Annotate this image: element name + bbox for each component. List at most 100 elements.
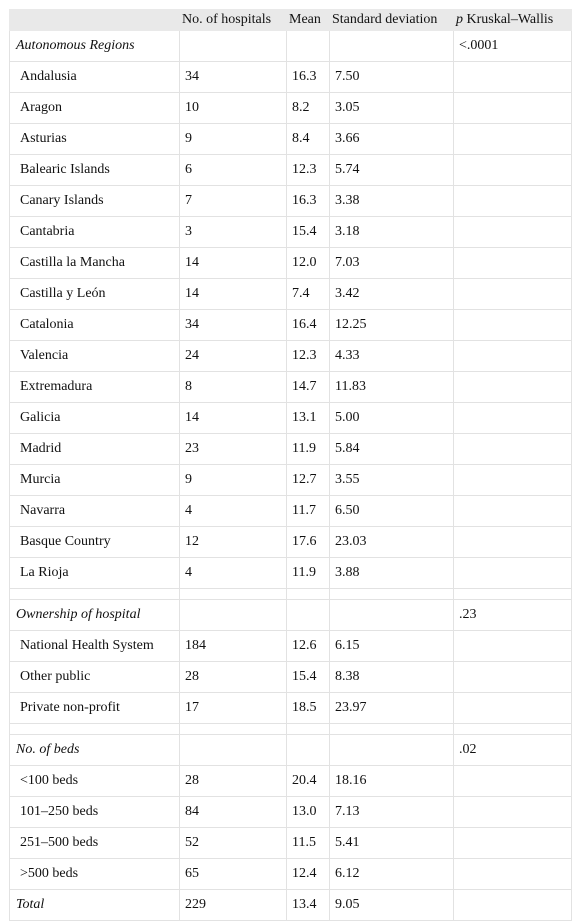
cell-value: 18.5	[286, 692, 330, 724]
data-row: Navarra 4 11.7 6.50	[9, 495, 572, 527]
row-label: Navarra	[9, 495, 180, 527]
cell	[9, 588, 180, 600]
row-label: Extremadura	[9, 371, 180, 403]
section-title: Autonomous Regions	[9, 30, 180, 62]
row-label: Canary Islands	[9, 185, 180, 217]
data-row: >500 beds 65 12.4 6.12	[9, 858, 572, 890]
cell-value: 28	[179, 765, 287, 797]
data-row: Castilla la Mancha 14 12.0 7.03	[9, 247, 572, 279]
spacer-row	[9, 588, 572, 600]
data-row: Private non-profit 17 18.5 23.97	[9, 692, 572, 724]
cell-value: 23.03	[329, 526, 454, 558]
cell	[453, 340, 572, 372]
row-label: Valencia	[9, 340, 180, 372]
cell	[179, 723, 287, 735]
cell-value: 12.6	[286, 630, 330, 662]
row-label: Asturias	[9, 123, 180, 155]
cell	[453, 827, 572, 859]
cell	[329, 734, 454, 766]
cell	[453, 185, 572, 217]
cell	[453, 278, 572, 310]
cell-value: 3.88	[329, 557, 454, 589]
cell	[286, 30, 330, 62]
cell	[453, 661, 572, 693]
cell-value: 12.3	[286, 154, 330, 186]
data-row: Castilla y León 14 7.4 3.42	[9, 278, 572, 310]
header-text: Kruskal–Wallis	[466, 12, 554, 27]
cell	[453, 371, 572, 403]
cell	[453, 216, 572, 248]
cell	[179, 599, 287, 631]
cell	[453, 309, 572, 341]
cell-value: 12.3	[286, 340, 330, 372]
cell	[329, 588, 454, 600]
cell-value: 8	[179, 371, 287, 403]
row-label: Balearic Islands	[9, 154, 180, 186]
section-row: Ownership of hospital .23	[9, 599, 572, 631]
data-row: Galicia 14 13.1 5.00	[9, 402, 572, 434]
cell-value: 52	[179, 827, 287, 859]
cell-value: 184	[179, 630, 287, 662]
cell-value: 7	[179, 185, 287, 217]
cell-value: 65	[179, 858, 287, 890]
p-value: <.0001	[453, 30, 572, 62]
header-cell	[9, 9, 180, 31]
cell-value: 7.13	[329, 796, 454, 828]
cell-value: 34	[179, 309, 287, 341]
cell	[329, 599, 454, 631]
cell-value: 13.1	[286, 402, 330, 434]
cell-value: 3	[179, 216, 287, 248]
cell-value: 12.7	[286, 464, 330, 496]
cell-value: 14.7	[286, 371, 330, 403]
cell-value: 4	[179, 557, 287, 589]
data-row: Other public 28 15.4 8.38	[9, 661, 572, 693]
header-cell: Mean	[286, 9, 330, 31]
cell	[453, 630, 572, 662]
cell	[329, 723, 454, 735]
cell-value: 11.9	[286, 433, 330, 465]
cell-value: 4.33	[329, 340, 454, 372]
cell	[179, 734, 287, 766]
cell	[453, 796, 572, 828]
header-row: No. of hospitals Mean Standard deviation…	[9, 9, 572, 31]
cell-value: 3.05	[329, 92, 454, 124]
cell-value: 14	[179, 278, 287, 310]
cell-value: 13.0	[286, 796, 330, 828]
cell-value: 14	[179, 402, 287, 434]
cell	[286, 588, 330, 600]
cell-value: 34	[179, 61, 287, 93]
cell	[453, 402, 572, 434]
row-label: 251–500 beds	[9, 827, 180, 859]
cell	[453, 92, 572, 124]
cell-value: 13.4	[286, 889, 330, 921]
cell-value: 23.97	[329, 692, 454, 724]
cell-value: 12.25	[329, 309, 454, 341]
row-label: Private non-profit	[9, 692, 180, 724]
row-label: Madrid	[9, 433, 180, 465]
cell-value: 3.38	[329, 185, 454, 217]
row-label: >500 beds	[9, 858, 180, 890]
data-row: La Rioja 4 11.9 3.88	[9, 557, 572, 589]
row-label: Cantabria	[9, 216, 180, 248]
row-label: <100 beds	[9, 765, 180, 797]
cell-value: 11.9	[286, 557, 330, 589]
cell	[453, 557, 572, 589]
cell	[453, 154, 572, 186]
cell-value: 23	[179, 433, 287, 465]
cell-value: 11.7	[286, 495, 330, 527]
cell-value: 3.66	[329, 123, 454, 155]
row-label: La Rioja	[9, 557, 180, 589]
cell	[286, 723, 330, 735]
data-row: National Health System 184 12.6 6.15	[9, 630, 572, 662]
cell-value: 8.38	[329, 661, 454, 693]
row-label: Galicia	[9, 402, 180, 434]
cell	[286, 734, 330, 766]
cell	[453, 692, 572, 724]
cell-value: 28	[179, 661, 287, 693]
table-body: Autonomous Regions <.0001 Andalusia 34 16.3 7…	[9, 30, 572, 921]
cell-value: 7.03	[329, 247, 454, 279]
row-label: 101–250 beds	[9, 796, 180, 828]
cell-value: 9	[179, 464, 287, 496]
cell	[286, 599, 330, 631]
